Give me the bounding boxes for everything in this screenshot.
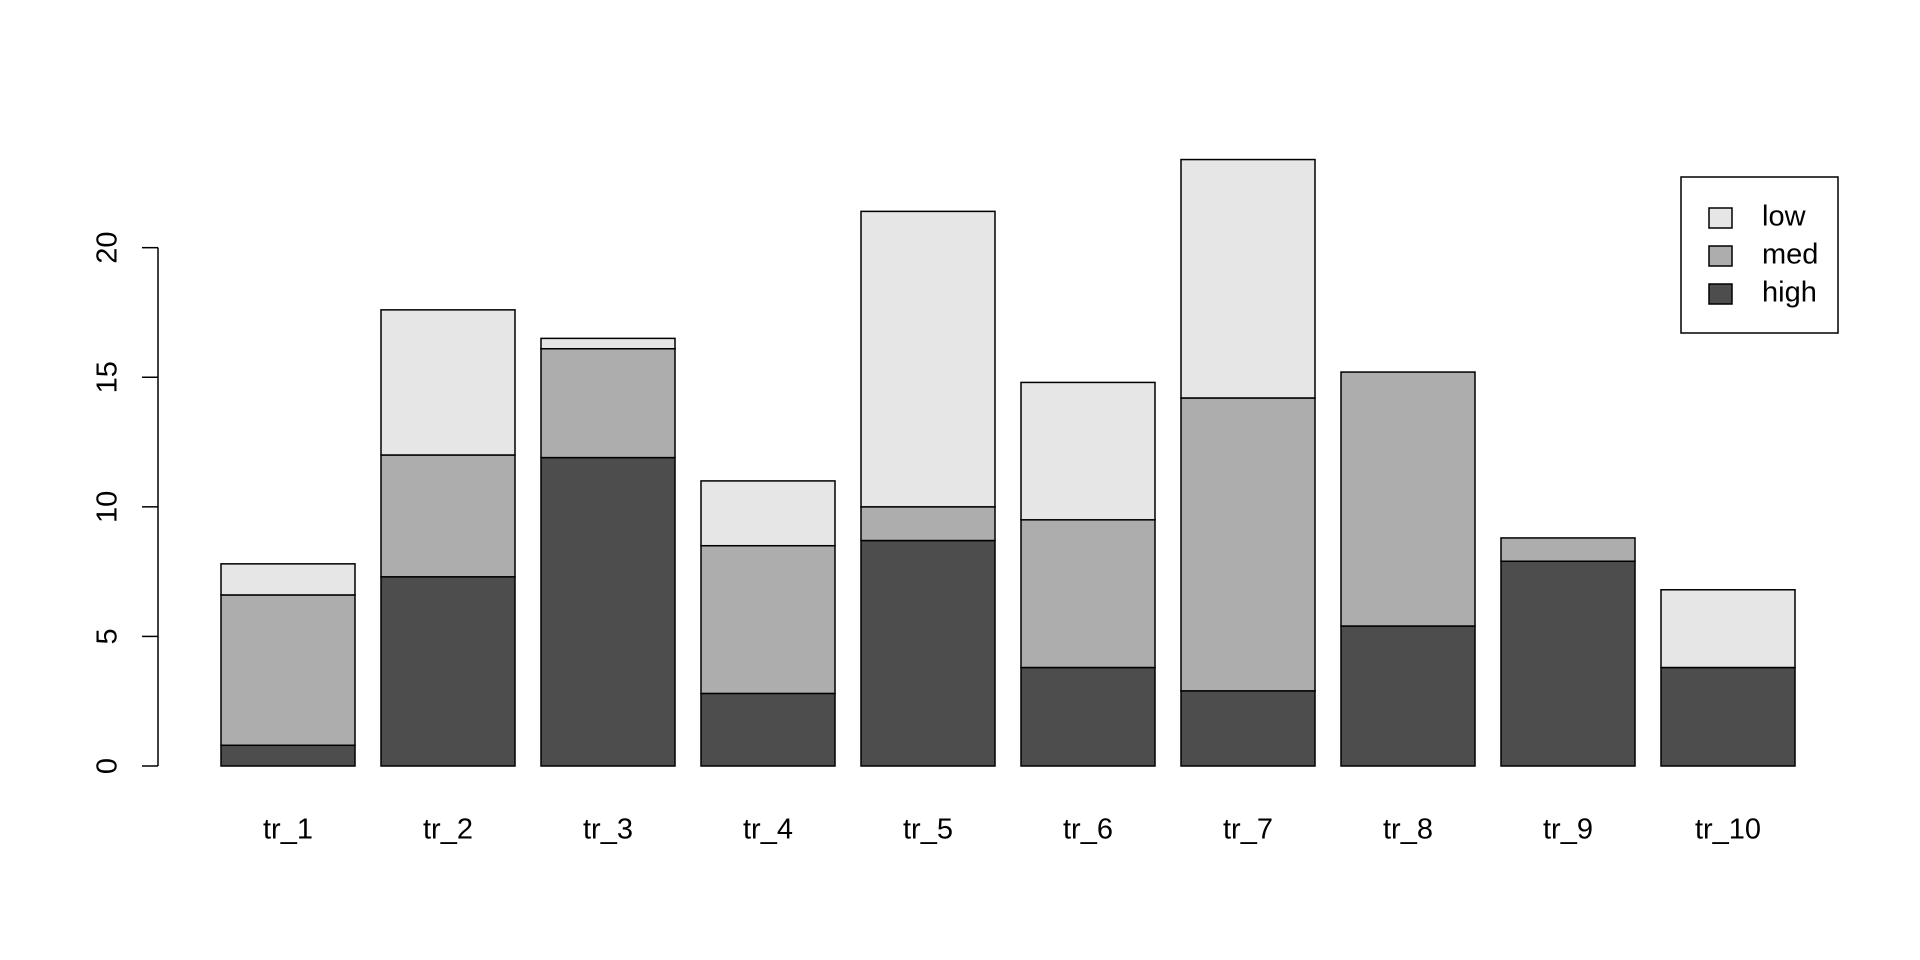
- bar-segment: [1660, 589, 1796, 669]
- x-tick-label: tr_6: [1063, 814, 1113, 846]
- legend-label: med: [1762, 239, 1818, 271]
- bar-segment: [860, 506, 996, 542]
- bar-segment: [1020, 519, 1156, 669]
- y-tick-label: 15: [92, 361, 124, 393]
- bar-segment: [700, 544, 836, 695]
- legend-swatch: [1708, 283, 1733, 305]
- x-tick-label: tr_5: [903, 814, 953, 846]
- bar-segment: [1340, 371, 1476, 627]
- bar-segment: [1340, 625, 1476, 767]
- bar-segment: [540, 347, 676, 459]
- bar-segment: [860, 210, 996, 508]
- y-tick-label: 10: [92, 491, 124, 523]
- x-tick-label: tr_2: [423, 814, 473, 846]
- bar-segment: [1500, 537, 1636, 563]
- bar-segment: [700, 692, 836, 767]
- legend-label: high: [1762, 277, 1817, 309]
- bar-segment: [700, 480, 836, 547]
- bar-segment: [220, 744, 356, 767]
- y-tick-label: 20: [92, 232, 124, 264]
- y-tick-label: 0: [92, 758, 124, 774]
- bar-segment: [380, 309, 516, 456]
- legend-box: [1680, 176, 1839, 334]
- bar-segment: [1020, 381, 1156, 521]
- bar-segment: [1500, 560, 1636, 767]
- bar-segment: [380, 576, 516, 767]
- x-tick-label: tr_7: [1223, 814, 1273, 846]
- bar-segment: [1020, 666, 1156, 767]
- legend-swatch: [1708, 245, 1733, 267]
- bar-segment: [540, 456, 676, 767]
- bar-segment: [860, 539, 996, 767]
- bar-segment: [220, 563, 356, 596]
- legend-label: low: [1762, 201, 1807, 233]
- bar-segment: [1180, 690, 1316, 767]
- x-tick-label: tr_8: [1383, 814, 1433, 846]
- legend-swatch: [1708, 207, 1733, 229]
- bar-segment: [1180, 158, 1316, 399]
- bar-segment: [1180, 397, 1316, 692]
- x-tick-label: tr_10: [1695, 814, 1761, 846]
- bar-segment: [540, 337, 676, 350]
- bar-segment: [1660, 666, 1796, 767]
- x-tick-label: tr_9: [1543, 814, 1593, 846]
- y-tick-label: 5: [92, 628, 124, 644]
- x-tick-label: tr_1: [263, 814, 313, 846]
- bar-segment: [220, 594, 356, 747]
- bar-segment: [380, 454, 516, 578]
- x-tick-label: tr_4: [743, 814, 793, 846]
- x-tick-label: tr_3: [583, 814, 633, 846]
